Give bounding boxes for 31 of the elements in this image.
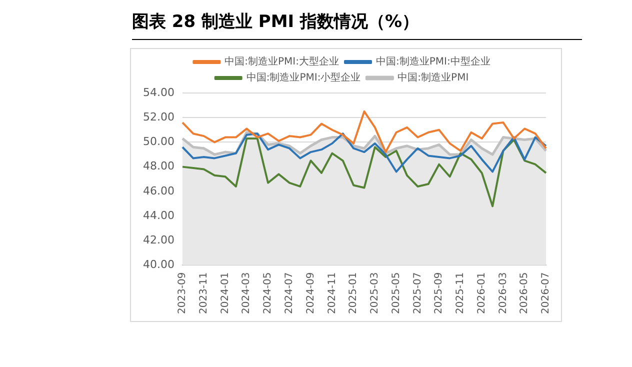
x-tick-label: 2026-05 [519, 272, 530, 314]
x-tick-label: 2025-07 [412, 272, 424, 314]
x-tick-label: 2024-09 [305, 272, 316, 314]
chart-title: 图表 28 制造业 PMI 指数情况（%） [132, 10, 582, 40]
x-tick-label: 2025-09 [434, 272, 445, 314]
y-tick-label: 52.00 [142, 110, 174, 124]
legend-label: 中国:制造业PMI [398, 72, 469, 84]
legend-label: 中国:制造业PMI:小型企业 [246, 72, 361, 84]
x-tick-label: 2024-07 [284, 272, 295, 314]
x-tick-label: 2026-03 [498, 272, 509, 314]
y-tick-label: 40.00 [142, 258, 174, 272]
x-tick-label: 2023-11 [198, 272, 210, 314]
x-tick-label: 2024-11 [326, 272, 338, 314]
y-tick-label: 50.00 [142, 135, 174, 148]
x-tick-label: 2024-03 [241, 272, 252, 314]
y-tick-label: 44.00 [142, 208, 174, 222]
x-tick-label: 2024-05 [262, 272, 274, 314]
x-tick-label: 2025-11 [455, 272, 466, 314]
x-tick-label: 2023-09 [177, 272, 188, 314]
y-tick-label: 48.00 [142, 160, 174, 173]
y-tick-label: 46.00 [142, 184, 174, 198]
y-tick-label: 42.00 [142, 233, 174, 246]
x-tick-label: 2025-05 [390, 272, 402, 314]
x-tick-label: 2025-01 [348, 272, 360, 314]
x-tick-label: 2025-03 [370, 272, 381, 314]
legend-label: 中国:制造业PMI:大型企业 [224, 56, 340, 68]
y-tick-label: 54.00 [142, 86, 174, 99]
x-tick-label: 2026-07 [540, 272, 552, 314]
x-tick-label: 2026-01 [476, 272, 488, 314]
legend-label: 中国:制造业PMI:中型企业 [376, 56, 490, 68]
x-tick-label: 2024-01 [220, 272, 231, 314]
